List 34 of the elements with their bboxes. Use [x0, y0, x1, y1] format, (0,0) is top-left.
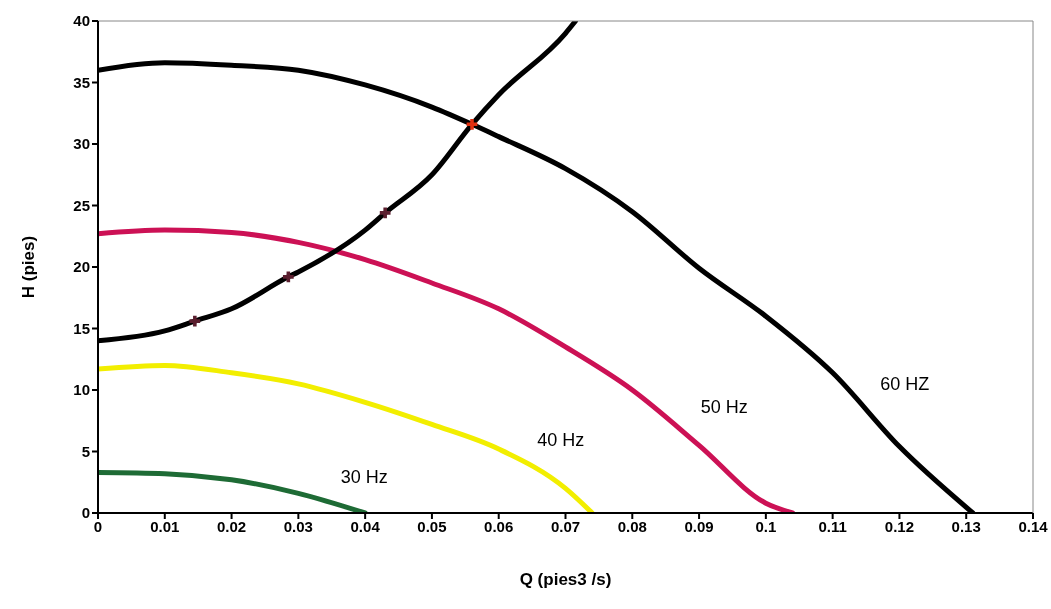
- y-tick-label: 35: [73, 73, 90, 91]
- series-label: 40 Hz: [537, 429, 585, 450]
- y-tick-label: 20: [73, 258, 90, 276]
- x-tick-label: 0.12: [884, 517, 915, 535]
- series-label: 60 HZ: [880, 373, 930, 394]
- x-axis-title: Q (pies3 /s): [519, 570, 612, 589]
- x-tick-label: 0.02: [216, 517, 247, 535]
- x-tick-label: 0.14: [1018, 517, 1049, 535]
- x-tick-label: 0.03: [283, 517, 313, 535]
- y-tick-label: 25: [73, 196, 90, 214]
- y-tick-label: 15: [73, 319, 90, 337]
- y-tick-label: 10: [73, 381, 90, 399]
- x-tick-label: 0: [93, 517, 103, 535]
- point: [466, 118, 478, 130]
- point: [189, 315, 201, 327]
- x-tick-label: 0.01: [150, 517, 180, 535]
- y-axis-title: H (pies): [19, 235, 39, 299]
- x-tick-label: 0.05: [417, 517, 447, 535]
- x-tick-label: 0.13: [951, 517, 981, 535]
- point: [379, 207, 391, 219]
- y-tick-label: 40: [73, 12, 90, 30]
- x-tick-label: 0.07: [550, 517, 581, 535]
- y-tick-label: 5: [81, 442, 90, 460]
- x-tick-label: 0.04: [350, 517, 381, 535]
- x-tick-label: 0.09: [684, 517, 714, 535]
- y-tick-label: 30: [73, 135, 90, 153]
- x-tick-label: 0.08: [617, 517, 647, 535]
- y-tick-label: 0: [81, 504, 90, 522]
- x-tick-label: 0.06: [484, 517, 514, 535]
- x-tick-label: 0.1: [755, 517, 777, 535]
- series-label: 50 Hz: [700, 396, 748, 417]
- point: [282, 271, 294, 283]
- x-tick-label: 0.11: [818, 517, 847, 535]
- series-label: 30 Hz: [340, 467, 388, 488]
